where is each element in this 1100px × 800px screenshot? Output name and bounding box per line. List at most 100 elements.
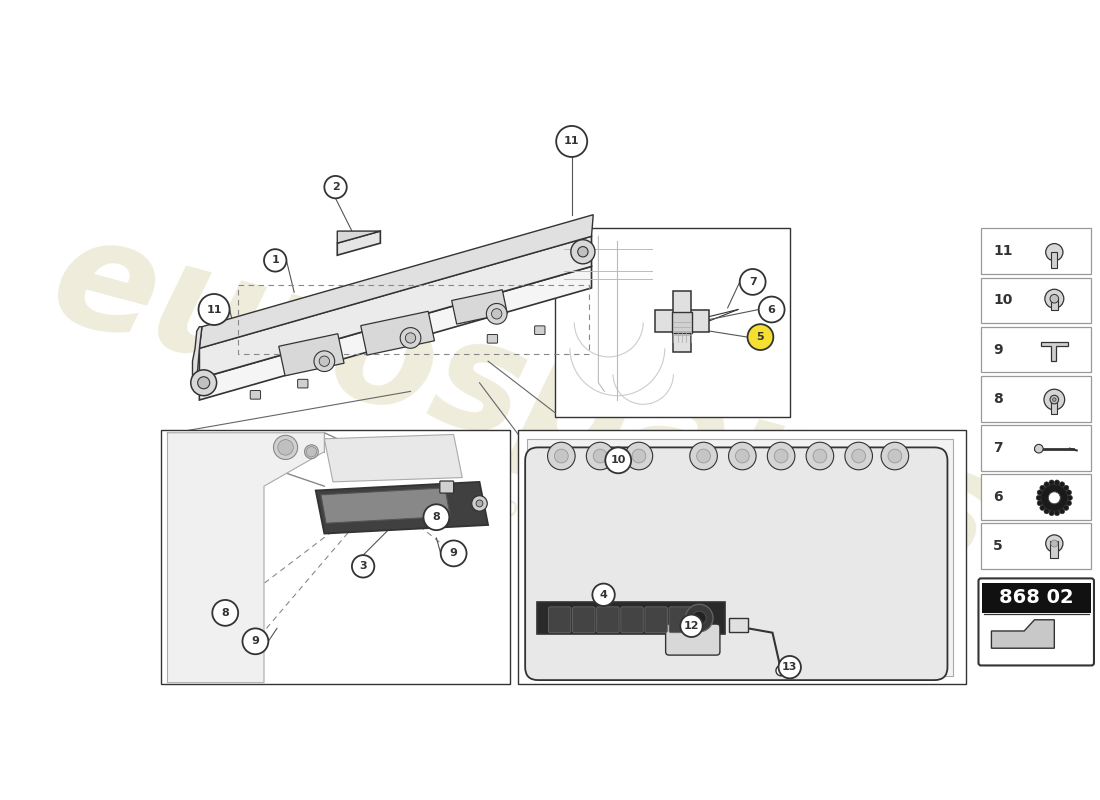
Polygon shape bbox=[199, 266, 592, 400]
Polygon shape bbox=[338, 231, 381, 243]
Text: 12: 12 bbox=[684, 621, 700, 631]
Text: 8: 8 bbox=[221, 608, 229, 618]
Circle shape bbox=[774, 449, 788, 463]
FancyBboxPatch shape bbox=[1052, 401, 1057, 414]
Polygon shape bbox=[452, 290, 507, 324]
Circle shape bbox=[728, 442, 756, 470]
Polygon shape bbox=[991, 620, 1054, 648]
FancyBboxPatch shape bbox=[1050, 542, 1058, 558]
FancyBboxPatch shape bbox=[982, 582, 1090, 613]
Circle shape bbox=[486, 303, 507, 324]
Text: 4: 4 bbox=[600, 590, 607, 600]
Circle shape bbox=[1046, 243, 1063, 261]
Text: 3: 3 bbox=[360, 562, 367, 571]
Polygon shape bbox=[316, 482, 488, 534]
Text: 2: 2 bbox=[332, 182, 340, 192]
FancyBboxPatch shape bbox=[573, 607, 595, 633]
Circle shape bbox=[690, 442, 717, 470]
Polygon shape bbox=[527, 438, 954, 676]
Text: 9: 9 bbox=[993, 342, 1003, 357]
Circle shape bbox=[274, 435, 298, 459]
FancyBboxPatch shape bbox=[518, 430, 967, 685]
Text: 8: 8 bbox=[993, 392, 1003, 406]
Circle shape bbox=[1049, 480, 1054, 485]
Text: 13: 13 bbox=[782, 662, 797, 672]
FancyBboxPatch shape bbox=[161, 430, 509, 685]
Circle shape bbox=[1064, 506, 1069, 510]
Circle shape bbox=[400, 328, 421, 348]
Circle shape bbox=[1048, 492, 1060, 504]
Polygon shape bbox=[537, 602, 725, 634]
Circle shape bbox=[845, 442, 872, 470]
FancyBboxPatch shape bbox=[669, 607, 692, 633]
Circle shape bbox=[306, 446, 317, 457]
FancyBboxPatch shape bbox=[645, 607, 668, 633]
Circle shape bbox=[319, 356, 330, 366]
FancyBboxPatch shape bbox=[525, 447, 947, 680]
Circle shape bbox=[696, 449, 711, 463]
Circle shape bbox=[692, 611, 706, 625]
Circle shape bbox=[1044, 390, 1065, 410]
FancyBboxPatch shape bbox=[979, 578, 1094, 666]
Circle shape bbox=[605, 447, 631, 474]
Circle shape bbox=[748, 324, 773, 350]
FancyBboxPatch shape bbox=[487, 334, 497, 343]
Polygon shape bbox=[324, 434, 462, 482]
Text: a passion for parts since 1985: a passion for parts since 1985 bbox=[317, 444, 729, 580]
FancyBboxPatch shape bbox=[549, 607, 571, 633]
Circle shape bbox=[1040, 486, 1045, 490]
Polygon shape bbox=[278, 334, 344, 376]
Circle shape bbox=[212, 600, 239, 626]
Circle shape bbox=[1041, 484, 1068, 512]
Circle shape bbox=[1059, 482, 1065, 487]
Polygon shape bbox=[321, 488, 450, 523]
Circle shape bbox=[1040, 506, 1045, 510]
Circle shape bbox=[1067, 495, 1072, 501]
Text: 868 02: 868 02 bbox=[999, 588, 1074, 607]
Circle shape bbox=[1037, 501, 1043, 506]
Circle shape bbox=[586, 442, 614, 470]
Circle shape bbox=[625, 442, 652, 470]
Circle shape bbox=[593, 583, 615, 606]
Text: 11: 11 bbox=[564, 137, 580, 146]
FancyBboxPatch shape bbox=[981, 523, 1091, 569]
Circle shape bbox=[813, 449, 827, 463]
FancyBboxPatch shape bbox=[981, 425, 1091, 470]
Circle shape bbox=[632, 449, 646, 463]
Circle shape bbox=[680, 614, 703, 637]
FancyBboxPatch shape bbox=[666, 624, 719, 655]
Circle shape bbox=[476, 500, 483, 507]
Circle shape bbox=[881, 442, 909, 470]
Circle shape bbox=[593, 449, 607, 463]
FancyBboxPatch shape bbox=[250, 390, 261, 399]
Circle shape bbox=[264, 249, 286, 271]
Text: 9: 9 bbox=[450, 549, 458, 558]
Text: 5: 5 bbox=[757, 332, 764, 342]
Text: 5: 5 bbox=[993, 539, 1003, 553]
Text: 11: 11 bbox=[993, 244, 1013, 258]
Circle shape bbox=[1059, 509, 1065, 514]
Circle shape bbox=[736, 449, 749, 463]
Circle shape bbox=[305, 445, 318, 458]
FancyBboxPatch shape bbox=[981, 326, 1091, 373]
Circle shape bbox=[1053, 398, 1056, 402]
Polygon shape bbox=[199, 236, 592, 378]
Circle shape bbox=[776, 666, 786, 676]
Circle shape bbox=[806, 442, 834, 470]
Circle shape bbox=[554, 449, 569, 463]
Circle shape bbox=[888, 449, 902, 463]
FancyBboxPatch shape bbox=[535, 326, 544, 334]
Text: eurospares: eurospares bbox=[36, 203, 1009, 597]
Circle shape bbox=[548, 442, 575, 470]
Circle shape bbox=[768, 442, 795, 470]
Circle shape bbox=[1050, 540, 1058, 547]
FancyBboxPatch shape bbox=[620, 607, 644, 633]
Circle shape bbox=[1066, 501, 1071, 506]
Circle shape bbox=[1034, 444, 1043, 453]
FancyBboxPatch shape bbox=[1052, 252, 1057, 268]
Polygon shape bbox=[192, 326, 202, 382]
Circle shape bbox=[1044, 509, 1049, 514]
Circle shape bbox=[406, 333, 416, 343]
Circle shape bbox=[779, 656, 801, 678]
Polygon shape bbox=[167, 433, 324, 682]
